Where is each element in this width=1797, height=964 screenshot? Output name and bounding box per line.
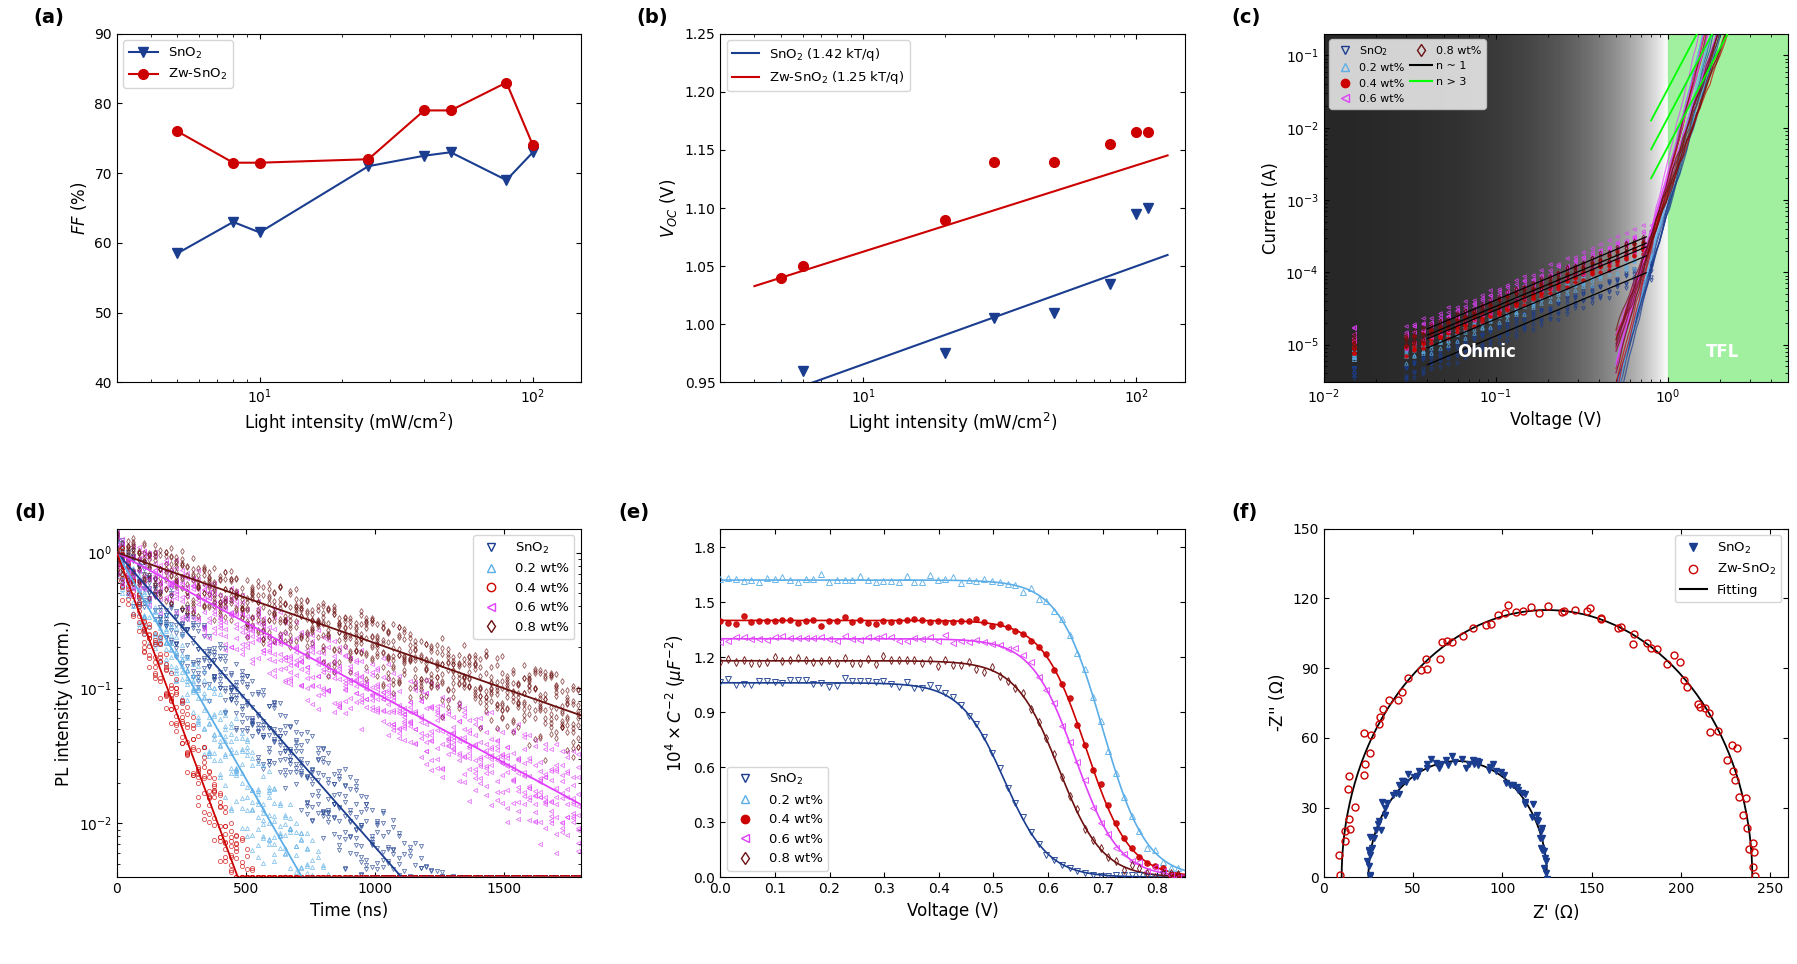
Text: (e): (e) [618,502,649,522]
Legend: SnO$_2$ (1.42 kT/q), Zw-SnO$_2$ (1.25 kT/q): SnO$_2$ (1.42 kT/q), Zw-SnO$_2$ (1.25 kT… [728,40,909,92]
X-axis label: Light intensity (mW/cm$^2$): Light intensity (mW/cm$^2$) [848,412,1057,436]
Text: (c): (c) [1231,8,1260,27]
Y-axis label: -Z'' ($\Omega$): -Z'' ($\Omega$) [1267,674,1287,732]
Text: (d): (d) [14,502,47,522]
Bar [1668,34,1788,383]
Text: TFL: TFL [1707,343,1739,362]
X-axis label: Voltage (V): Voltage (V) [1509,412,1601,429]
Text: Ohmic: Ohmic [1457,343,1515,362]
Y-axis label: Current (A): Current (A) [1261,162,1279,254]
X-axis label: Light intensity (mW/cm$^2$): Light intensity (mW/cm$^2$) [244,412,453,436]
Text: (f): (f) [1231,502,1258,522]
Y-axis label: $V_{OC}$ (V): $V_{OC}$ (V) [658,178,679,238]
Text: (b): (b) [636,8,668,27]
X-axis label: Voltage (V): Voltage (V) [906,901,999,920]
Legend: SnO$_2$, Zw-SnO$_2$: SnO$_2$, Zw-SnO$_2$ [124,40,232,88]
Legend: SnO$_2$, 0.2 wt%, 0.4 wt%, 0.6 wt%, 0.8 wt%: SnO$_2$, 0.2 wt%, 0.4 wt%, 0.6 wt%, 0.8 … [473,535,575,639]
Y-axis label: PL intensity (Norm.): PL intensity (Norm.) [56,620,74,786]
X-axis label: Time (ns): Time (ns) [309,901,388,920]
Y-axis label: $10^4\times C^{-2}$ ($\mu F^{-2}$): $10^4\times C^{-2}$ ($\mu F^{-2}$) [663,634,688,772]
Text: (a): (a) [34,8,65,27]
Y-axis label: $\it{FF}$ (%): $\it{FF}$ (%) [68,181,88,235]
Legend: SnO$_2$, Zw-SnO$_2$, Fitting: SnO$_2$, Zw-SnO$_2$, Fitting [1675,535,1781,602]
X-axis label: Z' ($\Omega$): Z' ($\Omega$) [1533,901,1580,922]
Legend: SnO$_2$, 0.2 wt%, 0.4 wt%, 0.6 wt%, 0.8 wt%: SnO$_2$, 0.2 wt%, 0.4 wt%, 0.6 wt%, 0.8 … [728,766,828,870]
Legend: SnO$_2$, 0.2 wt%, 0.4 wt%, 0.6 wt%, 0.8 wt%, n ~ 1, n > 3: SnO$_2$, 0.2 wt%, 0.4 wt%, 0.6 wt%, 0.8 … [1330,40,1486,109]
